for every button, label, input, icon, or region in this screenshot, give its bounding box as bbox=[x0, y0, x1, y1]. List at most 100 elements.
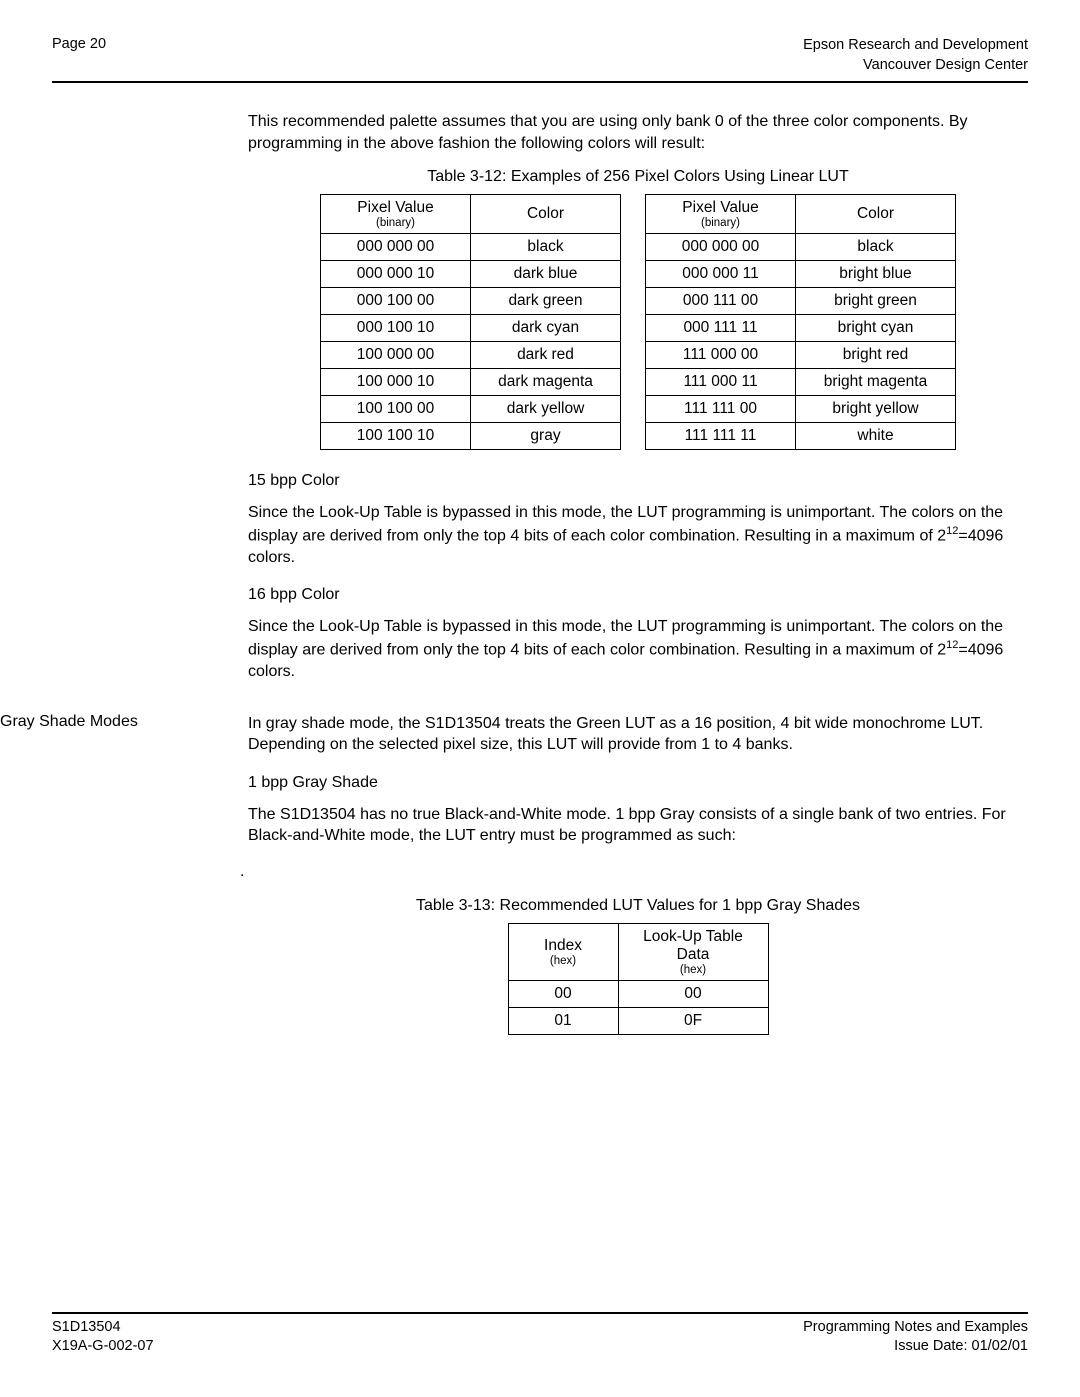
footer-right-line2: Issue Date: 01/02/01 bbox=[803, 1337, 1028, 1357]
table-row: 111 000 11bright magenta bbox=[646, 369, 956, 396]
table-row: 000 111 11bright cyan bbox=[646, 315, 956, 342]
table-row: 000 000 11bright blue bbox=[646, 261, 956, 288]
table-row: Pixel Value (binary) Color bbox=[646, 195, 956, 234]
table-row: Pixel Value (binary) Color bbox=[321, 195, 621, 234]
cell-color: black bbox=[796, 234, 956, 261]
table-row: 100 100 00dark yellow bbox=[321, 396, 621, 423]
footer-left: S1D13504 X19A-G-002-07 bbox=[52, 1318, 154, 1357]
table-3-12-wrapper: Pixel Value (binary) Color 000 000 00bla… bbox=[248, 194, 1028, 450]
heading-16bpp: 16 bpp Color bbox=[248, 586, 1028, 604]
th-main: Index bbox=[544, 937, 582, 954]
cell-color: dark yellow bbox=[471, 396, 621, 423]
table-row: 111 000 00bright red bbox=[646, 342, 956, 369]
cell-pv: 000 111 11 bbox=[646, 315, 796, 342]
footer-right: Programming Notes and Examples Issue Dat… bbox=[803, 1318, 1028, 1357]
cell-pv: 100 100 10 bbox=[321, 423, 471, 450]
header-company: Epson Research and Development Vancouver… bbox=[803, 36, 1028, 75]
cell-color: bright magenta bbox=[796, 369, 956, 396]
cell-pv: 000 100 00 bbox=[321, 288, 471, 315]
table-row: 000 100 10dark cyan bbox=[321, 315, 621, 342]
superscript: 12 bbox=[946, 639, 958, 651]
dot-marker: . bbox=[240, 861, 1028, 883]
cell-color: bright yellow bbox=[796, 396, 956, 423]
th-index: Index (hex) bbox=[508, 923, 618, 980]
paragraph-16bpp: Since the Look-Up Table is bypassed in t… bbox=[248, 616, 1028, 682]
page-footer: S1D13504 X19A-G-002-07 Programming Notes… bbox=[52, 1312, 1028, 1357]
side-heading-gray-shade: Gray Shade Modes bbox=[0, 713, 138, 731]
cell-color: dark blue bbox=[471, 261, 621, 288]
cell-pv: 000 111 00 bbox=[646, 288, 796, 315]
cell-color: dark red bbox=[471, 342, 621, 369]
cell-pv: 000 000 00 bbox=[321, 234, 471, 261]
cell-color: bright cyan bbox=[796, 315, 956, 342]
table-row: 0000 bbox=[508, 980, 768, 1007]
table-row: 000 000 10dark blue bbox=[321, 261, 621, 288]
cell-pv: 000 000 10 bbox=[321, 261, 471, 288]
cell-pv: 100 000 00 bbox=[321, 342, 471, 369]
table-row: 000 111 00bright green bbox=[646, 288, 956, 315]
cell-pv: 111 111 11 bbox=[646, 423, 796, 450]
paragraph-1bpp-gray: The S1D13504 has no true Black-and-White… bbox=[248, 804, 1028, 847]
table-3-12-right: Pixel Value (binary) Color 000 000 00bla… bbox=[645, 194, 956, 450]
th-sub: (hex) bbox=[629, 964, 758, 976]
cell-pv: 000 000 00 bbox=[646, 234, 796, 261]
th-sub: (binary) bbox=[331, 217, 460, 229]
heading-15bpp: 15 bpp Color bbox=[248, 472, 1028, 490]
superscript: 12 bbox=[946, 525, 958, 537]
th-color: Color bbox=[796, 195, 956, 234]
cell-color: gray bbox=[471, 423, 621, 450]
cell-index: 00 bbox=[508, 980, 618, 1007]
text-before-sup: Since the Look-Up Table is bypassed in t… bbox=[248, 618, 1003, 658]
th-sub: (binary) bbox=[656, 217, 785, 229]
th-lut-data: Look-Up Table Data (hex) bbox=[618, 923, 768, 980]
text-before-sup: Since the Look-Up Table is bypassed in t… bbox=[248, 504, 1003, 544]
cell-color: dark green bbox=[471, 288, 621, 315]
footer-left-line1: S1D13504 bbox=[52, 1318, 154, 1338]
th-sub: (hex) bbox=[519, 955, 608, 967]
th-color: Color bbox=[471, 195, 621, 234]
footer-left-line2: X19A-G-002-07 bbox=[52, 1337, 154, 1357]
cell-pv: 111 111 00 bbox=[646, 396, 796, 423]
th-main: Pixel Value bbox=[682, 199, 758, 216]
cell-color: bright green bbox=[796, 288, 956, 315]
header-line2: Vancouver Design Center bbox=[803, 56, 1028, 76]
table-row: 100 000 00dark red bbox=[321, 342, 621, 369]
page: Page 20 Epson Research and Development V… bbox=[0, 0, 1080, 1397]
th-pixel-value: Pixel Value (binary) bbox=[321, 195, 471, 234]
cell-value: 0F bbox=[618, 1007, 768, 1034]
cell-color: white bbox=[796, 423, 956, 450]
table-3-13-wrapper: Index (hex) Look-Up Table Data (hex) 000… bbox=[248, 923, 1028, 1035]
intro-paragraph: This recommended palette assumes that yo… bbox=[248, 111, 1028, 154]
cell-pv: 111 000 11 bbox=[646, 369, 796, 396]
th-main: Pixel Value bbox=[357, 199, 433, 216]
page-header: Page 20 Epson Research and Development V… bbox=[52, 36, 1028, 83]
table-row: 010F bbox=[508, 1007, 768, 1034]
table-3-13: Index (hex) Look-Up Table Data (hex) 000… bbox=[508, 923, 769, 1035]
table-3-12-left: Pixel Value (binary) Color 000 000 00bla… bbox=[320, 194, 621, 450]
cell-value: 00 bbox=[618, 980, 768, 1007]
cell-color: dark magenta bbox=[471, 369, 621, 396]
table-row: 111 111 00bright yellow bbox=[646, 396, 956, 423]
cell-pv: 111 000 00 bbox=[646, 342, 796, 369]
th-main: Look-Up Table Data bbox=[643, 928, 743, 963]
cell-index: 01 bbox=[508, 1007, 618, 1034]
table-row: 000 000 00black bbox=[321, 234, 621, 261]
header-line1: Epson Research and Development bbox=[803, 36, 1028, 56]
content-body: This recommended palette assumes that yo… bbox=[248, 111, 1028, 1034]
cell-color: bright blue bbox=[796, 261, 956, 288]
table-row: 100 100 10gray bbox=[321, 423, 621, 450]
cell-color: bright red bbox=[796, 342, 956, 369]
footer-right-line1: Programming Notes and Examples bbox=[803, 1318, 1028, 1338]
cell-pv: 100 000 10 bbox=[321, 369, 471, 396]
table-row: 000 000 00black bbox=[646, 234, 956, 261]
cell-color: dark cyan bbox=[471, 315, 621, 342]
cell-pv: 000 100 10 bbox=[321, 315, 471, 342]
table-row: 100 000 10dark magenta bbox=[321, 369, 621, 396]
paragraph-gray-intro: In gray shade mode, the S1D13504 treats … bbox=[248, 713, 1028, 756]
table-3-13-caption: Table 3-13: Recommended LUT Values for 1… bbox=[248, 897, 1028, 915]
header-page-number: Page 20 bbox=[52, 36, 106, 52]
heading-1bpp-gray: 1 bpp Gray Shade bbox=[248, 774, 1028, 792]
table-row: 111 111 11white bbox=[646, 423, 956, 450]
table-row: 000 100 00dark green bbox=[321, 288, 621, 315]
cell-pv: 000 000 11 bbox=[646, 261, 796, 288]
